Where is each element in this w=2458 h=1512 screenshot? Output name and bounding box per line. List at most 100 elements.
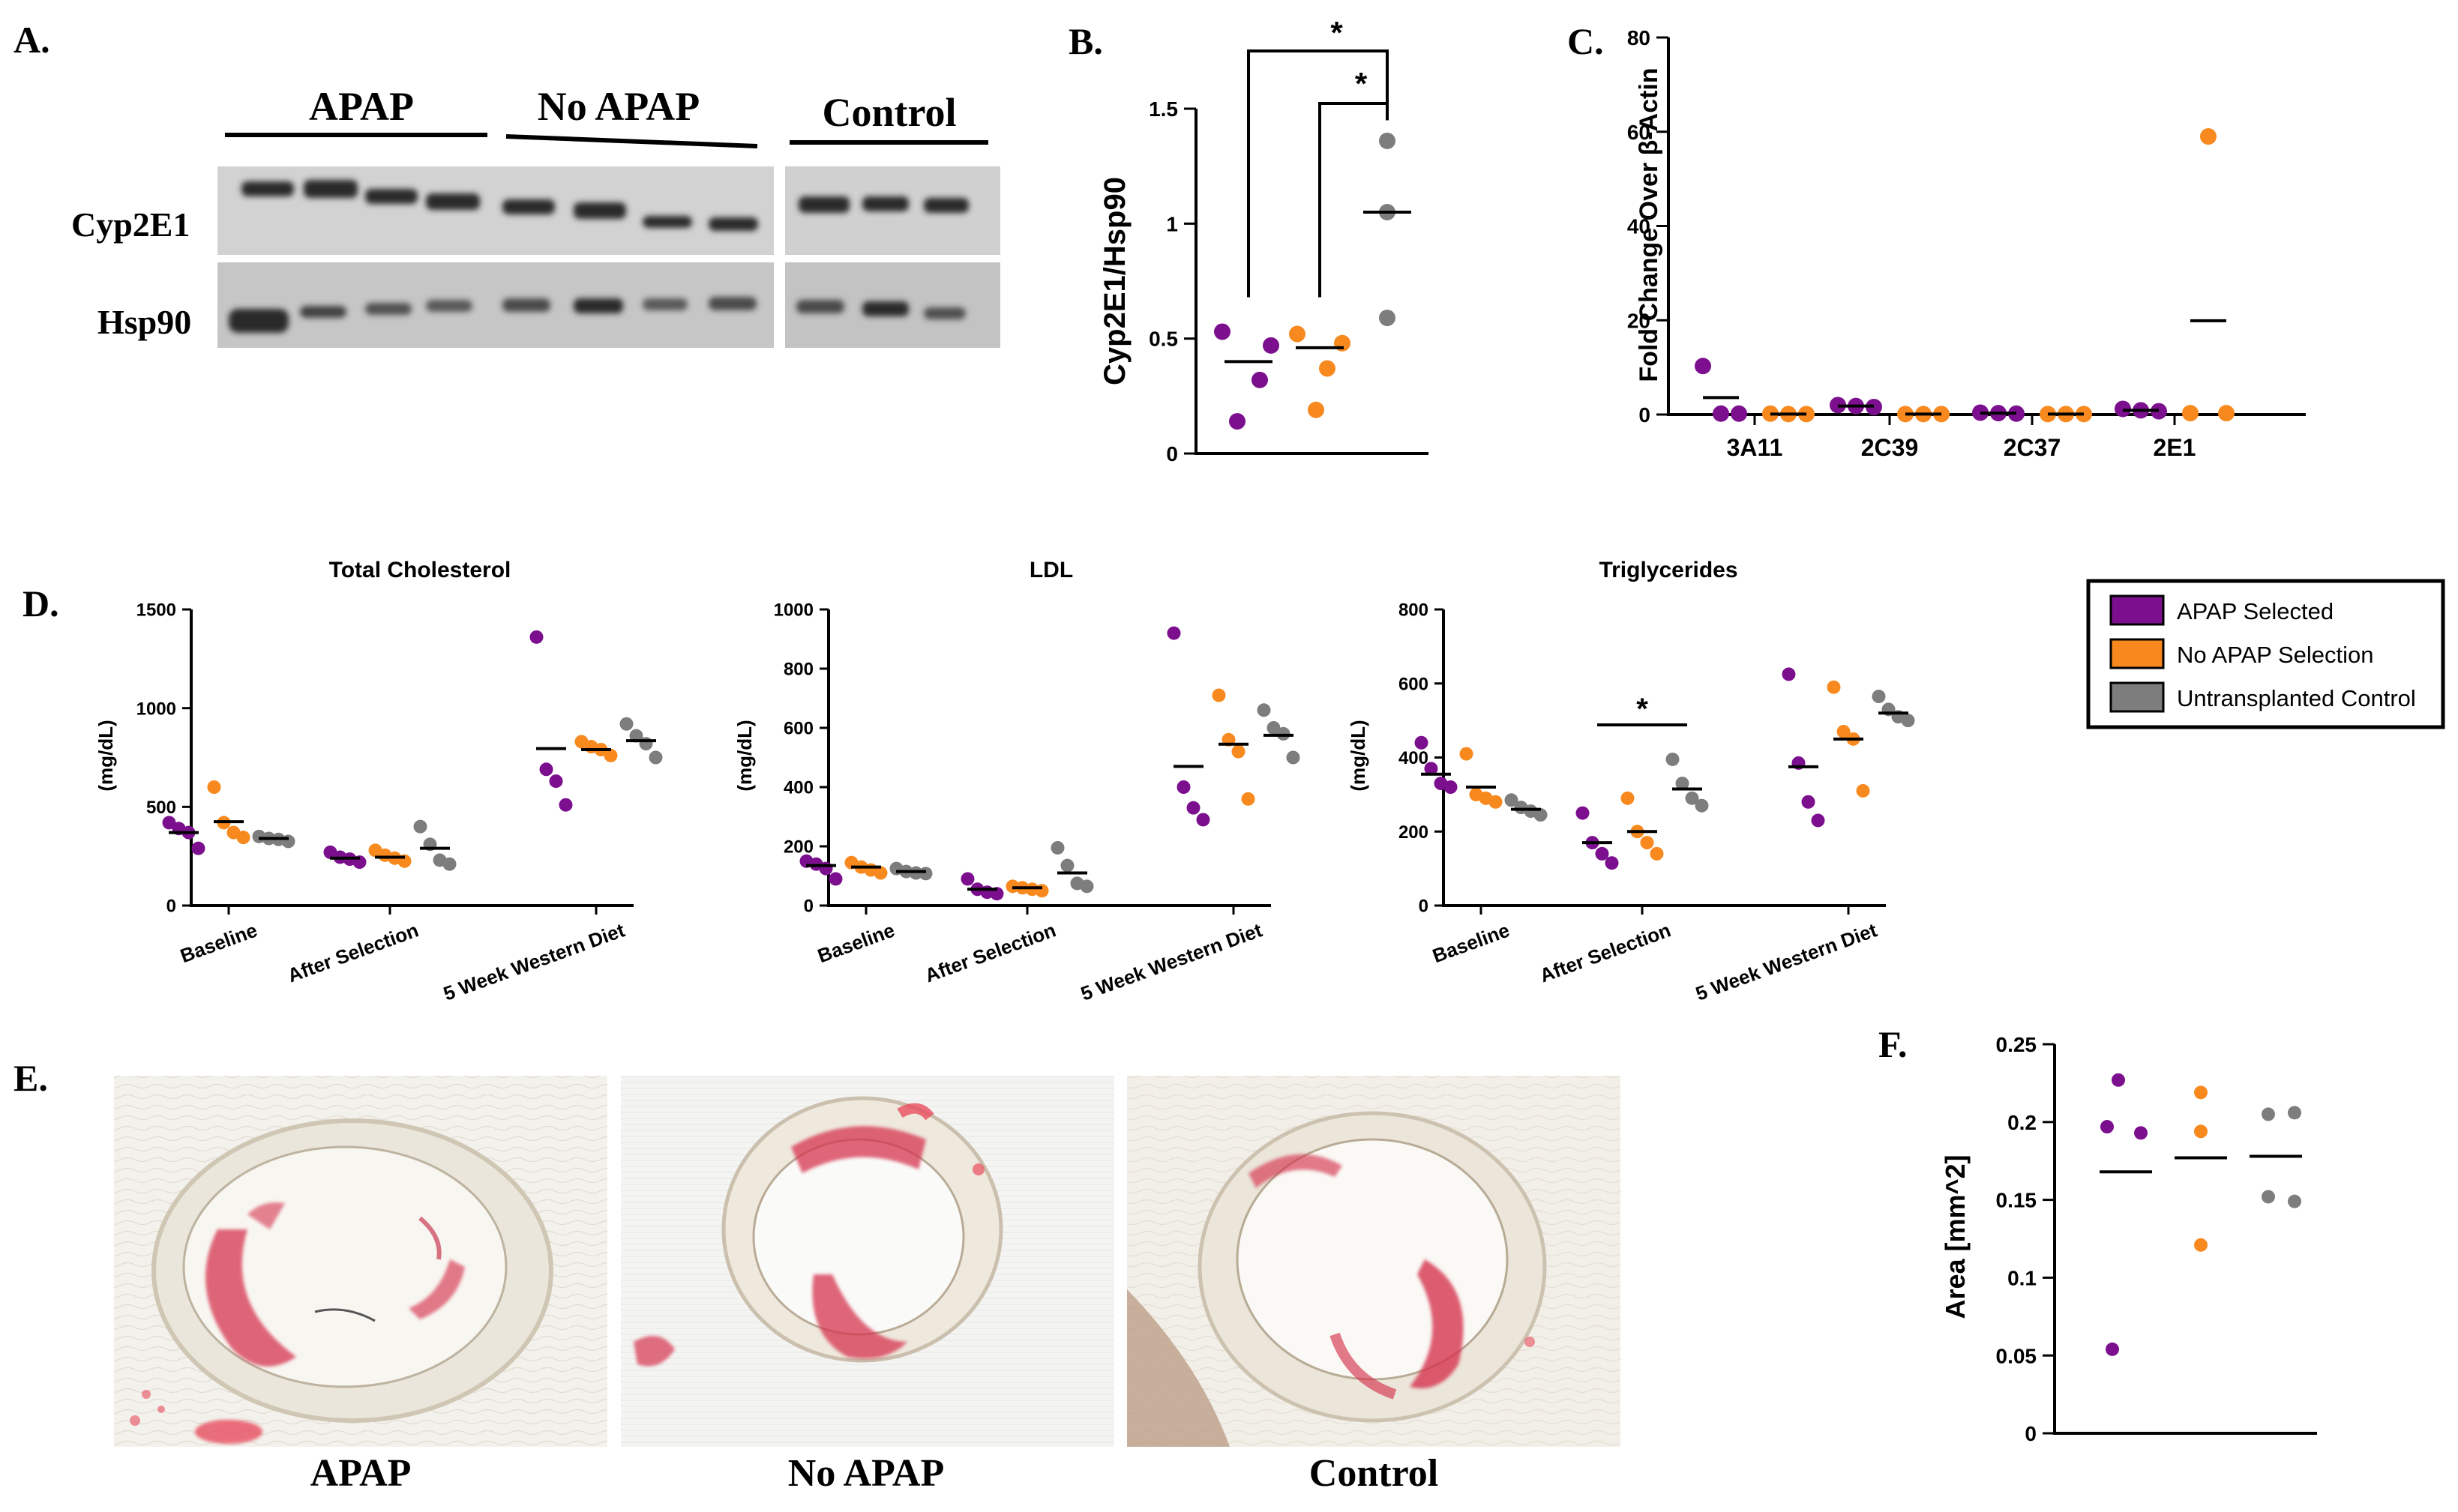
y-tick-label: 80: [1627, 26, 1650, 49]
point-0-2-2: [1186, 801, 1201, 815]
panel-a-letter: A.: [13, 19, 50, 61]
legend-swatch-no-apap: [2109, 638, 2165, 669]
point-1-2: [2194, 1238, 2208, 1252]
point-2-2-3: [1286, 750, 1300, 765]
point-0-2-3: [1196, 813, 1210, 827]
significance-bracket-2: [1318, 102, 1389, 298]
significance-star-2: *: [1355, 66, 1368, 101]
point-2-2-0: [619, 717, 634, 731]
x-tick-label: Baseline: [814, 918, 898, 967]
x-tick-label: 2C39: [1861, 434, 1919, 461]
y-tick-label: 1.5: [1149, 97, 1178, 121]
point-1-1: [2194, 1124, 2208, 1139]
legend-label-control: Untransplanted Control: [2177, 685, 2416, 711]
point-2-2-0: [1257, 703, 1271, 717]
x-tick-label: 5 Week Western Diet: [440, 918, 628, 1005]
point-2-1-3: [1080, 879, 1094, 894]
chart-title: Triglycerides: [1599, 558, 1737, 582]
legend-label-apap: APAP Selected: [2177, 598, 2334, 624]
point-2-0-3: [281, 834, 295, 849]
legend: APAP Selected No APAP Selection Untransp…: [2086, 579, 2445, 729]
point-2-1-3: [1695, 798, 1709, 813]
chart-d-total-cholesterol: D. Total Cholesterol 0 500 1000 1500 (mg/dL) Ba…: [22, 558, 663, 1005]
point-2-2-1: [1266, 721, 1281, 735]
point-1-0: [2194, 1085, 2208, 1100]
point-0-2-3: [1811, 813, 1825, 828]
blot-cyp2e1-strip: [217, 166, 774, 255]
y-tick-label: 1500: [136, 600, 176, 621]
row-label-cyp2e1: Cyp2E1: [71, 205, 190, 244]
point-1-0-3: [1488, 795, 1503, 809]
y-tick-label: 60: [1627, 121, 1650, 144]
y-axis-label: Cyp2E1/Hsp90: [1099, 177, 1132, 385]
point-0-2-1: [1177, 780, 1191, 794]
point-1-2-3: [1241, 792, 1255, 806]
point-0-2-0: [1167, 626, 1181, 640]
point-0-0: [2112, 1073, 2125, 1087]
significance-star-1: *: [1330, 15, 1343, 50]
point-0-2-2: [1801, 795, 1815, 809]
panel-f-letter: F.: [1878, 1023, 1907, 1065]
caption-apap: APAP: [310, 1452, 412, 1495]
y-tick-label: 0.2: [2007, 1111, 2037, 1134]
point-0-2-2: [549, 774, 563, 789]
y-tick-label: 0.15: [1996, 1189, 2037, 1212]
point-1-0-3: [874, 866, 888, 880]
point-2-0: [1379, 132, 1395, 149]
x-tick-label: After Selection: [922, 918, 1059, 987]
point-2-1-1: [1060, 858, 1075, 873]
y-tick-label: 800: [784, 660, 814, 680]
chart-title: LDL: [1030, 558, 1073, 582]
y-tick-label: 600: [1398, 674, 1428, 694]
chart-d-ldl: LDL 0 200 400 600 800 1000 (mg/dL) Baseline After…: [733, 558, 1300, 1005]
chart-f: F. 0 0.05 0.1 0.15 0.2 0.25 Area [mm^2]: [1878, 1023, 2317, 1445]
chart-b: B. 0 0.5 1 1.5 Cyp2E1/Hsp90 * *: [1069, 15, 1428, 466]
point-2-1: [2288, 1106, 2301, 1120]
y-tick-label: 0.05: [1996, 1344, 2037, 1367]
chart-d-triglycerides: Triglycerides 0 200 400 600 800 (mg/dL) Baselin…: [1347, 558, 1915, 1005]
significance-star: *: [1636, 693, 1648, 726]
y-tick-label: 800: [1398, 600, 1428, 621]
panel-e: E. APAP: [13, 1057, 1620, 1495]
point-2-0: [2262, 1107, 2275, 1121]
point-2-1-1: [1675, 777, 1689, 791]
y-tick-label: 500: [146, 798, 176, 818]
point-0-2-0: [529, 630, 544, 644]
point-1-1-0: [1620, 791, 1635, 805]
point-1-1-3: [1650, 846, 1664, 861]
point-0-2-0: [1782, 667, 1796, 681]
x-tick-label: 5 Week Western Diet: [1692, 918, 1880, 1005]
group-label-control: Control: [822, 90, 956, 135]
point-0-2: [1251, 371, 1268, 388]
point-1-3: [1308, 401, 1324, 418]
legend-swatch-apap: [2109, 594, 2165, 626]
panel-e-letter: E.: [13, 1057, 48, 1099]
point-0-0: [1214, 323, 1230, 340]
point-0-0-3: [829, 872, 843, 886]
y-tick-label: 0.1: [2007, 1266, 2037, 1289]
point-1-3-2: [2218, 405, 2235, 422]
y-tick-label: 0: [2025, 1422, 2037, 1445]
point-2-1-2: [1685, 791, 1699, 805]
point-2-2-2: [639, 737, 653, 751]
point-0-0-0: [162, 816, 176, 830]
point-2-1-0: [1665, 752, 1680, 766]
point-1-1-2: [1640, 836, 1654, 850]
y-tick-label: 1: [1166, 212, 1178, 235]
point-1-2: [1319, 360, 1335, 377]
y-tick-label: 600: [784, 719, 814, 739]
point-1-3-1: [2200, 128, 2217, 145]
panel-b-letter: B.: [1069, 20, 1103, 62]
point-1-2-0: [1212, 688, 1226, 702]
point-0-2-1: [539, 762, 553, 777]
point-2-0-3: [919, 867, 933, 881]
point-0-3: [1229, 413, 1245, 430]
y-tick-label: 400: [784, 778, 814, 798]
histology-image-apap: [114, 1076, 607, 1447]
point-1-2-3: [1856, 783, 1870, 798]
point-0-1-0: [961, 872, 975, 886]
point-1-0-3: [236, 831, 250, 845]
point-1-2-2: [1231, 744, 1245, 759]
y-tick-label: 400: [1398, 748, 1428, 768]
